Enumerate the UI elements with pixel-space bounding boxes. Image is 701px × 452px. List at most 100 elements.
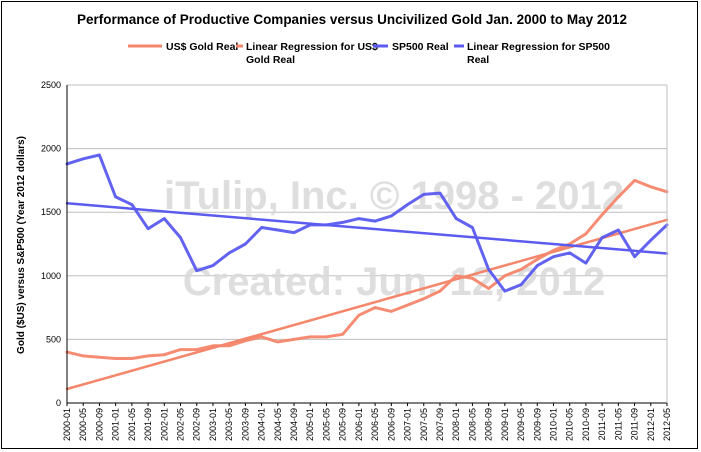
series-2-point — [390, 215, 393, 217]
series-0-point — [471, 277, 474, 280]
series-2-point — [568, 252, 571, 254]
y-tick-label: 0 — [56, 398, 61, 408]
series-2-point — [406, 203, 409, 206]
series-2-point — [536, 264, 539, 267]
series-0-point — [147, 355, 149, 357]
watermark-text: iTulip, Inc. © 1998 - 2012 — [164, 174, 624, 218]
x-tick-label: 2007-05 — [419, 408, 429, 441]
x-tick-label: 2003-09 — [240, 408, 250, 441]
legend: US$ Gold Real Linear Regression for US$ … — [128, 41, 613, 66]
x-tick-label: 2009-05 — [516, 408, 526, 441]
series-2-point — [163, 217, 166, 220]
series-0-point — [585, 233, 587, 235]
x-tick-label: 2004-01 — [257, 408, 267, 441]
series-0-point — [439, 290, 441, 292]
x-tick-label: 2008-05 — [467, 408, 477, 441]
x-tick-label: 2004-05 — [273, 408, 283, 441]
series-0-point — [212, 345, 214, 347]
legend-label-sp500-regression: Linear Regression for SP500 Real — [467, 41, 613, 66]
series-0-point — [293, 338, 295, 341]
series-0-point — [374, 306, 376, 309]
series-2-point — [471, 226, 474, 229]
series-2-point — [520, 283, 522, 286]
series-2-point — [228, 252, 230, 254]
series-2-point — [504, 290, 506, 292]
series-0-point — [617, 196, 620, 198]
series-0-point — [504, 275, 506, 277]
series-0-point — [390, 310, 393, 313]
y-tick-label: 1500 — [41, 207, 61, 217]
x-tick-label: 2010-09 — [581, 408, 591, 441]
series-0-point — [358, 314, 360, 317]
x-tick-label: 2008-09 — [484, 408, 494, 441]
series-2-point — [617, 229, 620, 231]
legend-label-sp500: SP500 Real — [392, 41, 449, 53]
legend-label-gold-regression: Linear Regression for US$ Gold Real — [246, 41, 381, 66]
x-tick-label: 2000-09 — [94, 408, 104, 441]
series-2-point — [277, 229, 279, 231]
series-2-point — [82, 158, 84, 160]
x-tick-label: 2011-05 — [613, 408, 623, 440]
x-tick-label: 2001-09 — [143, 408, 153, 441]
x-tick-label: 2006-09 — [386, 408, 396, 441]
series-2-point — [260, 226, 263, 229]
series-0-point — [325, 336, 328, 338]
x-tick-label: 2003-01 — [208, 408, 218, 441]
x-tick-label: 2003-05 — [224, 408, 234, 441]
series-2-point — [487, 268, 490, 271]
x-tick-label: 2009-01 — [500, 408, 510, 441]
series-0-point — [195, 348, 198, 351]
series-2-point — [585, 262, 587, 264]
series-2-point — [244, 243, 247, 245]
series-0-point — [277, 341, 279, 343]
series-2-point — [341, 221, 344, 224]
series-0-point — [601, 213, 603, 216]
series-0-point — [520, 268, 522, 271]
series-0-point — [406, 304, 409, 306]
series-0-point — [179, 348, 182, 351]
series-0-point — [536, 258, 539, 261]
x-tick-label: 2009-09 — [532, 408, 542, 441]
series-0-point — [423, 297, 425, 300]
axes: 2000-01 2000-05 2000-09 2001-01 2001-05 2001-… — [62, 85, 672, 441]
series-0-point — [260, 336, 263, 338]
series-group — [65, 153, 669, 391]
series-2-point — [147, 227, 149, 230]
series-2-point — [455, 217, 458, 220]
x-tick-label: 2006-05 — [370, 408, 380, 441]
series-2-point — [601, 236, 603, 239]
series-0-point — [487, 287, 490, 290]
series-2-point — [293, 231, 295, 234]
x-tick-label: 2002-05 — [176, 408, 186, 441]
x-tick-label: 2012-05 — [662, 408, 672, 441]
series-2-point — [131, 203, 133, 206]
series-0-point — [341, 333, 344, 336]
x-tick-label: 2005-09 — [338, 408, 348, 441]
series-2-point — [358, 217, 360, 220]
x-tick-label: 2005-05 — [321, 408, 331, 441]
x-tick-label: 2012-01 — [646, 408, 656, 441]
x-tick-label: 2008-01 — [451, 408, 461, 441]
x-tick-label: 2001-05 — [127, 408, 137, 441]
series-0-point — [98, 356, 101, 359]
x-tick-label: 2001-01 — [111, 408, 121, 441]
y-axis-label: Gold ($US) versus S&P500 (Year 2012 doll… — [16, 136, 27, 354]
y-tick-label: 1000 — [41, 271, 61, 281]
x-tick-label: 2007-01 — [403, 408, 413, 441]
x-tick-label: 2011-09 — [630, 408, 640, 440]
y-tick-label: 2000 — [41, 144, 61, 154]
series-2-point — [439, 192, 441, 194]
x-tick-label: 2010-01 — [548, 408, 558, 441]
series-2-point — [633, 255, 636, 258]
x-tick-label: 2007-09 — [435, 408, 445, 441]
series-0-point — [244, 339, 247, 342]
series-2-point — [423, 193, 425, 196]
series-0-point — [309, 336, 312, 338]
series-2-point — [650, 239, 652, 241]
series-line-1 — [65, 218, 669, 391]
x-tick-label: 2002-09 — [192, 408, 202, 441]
x-tick-label: 2010-05 — [565, 408, 575, 441]
